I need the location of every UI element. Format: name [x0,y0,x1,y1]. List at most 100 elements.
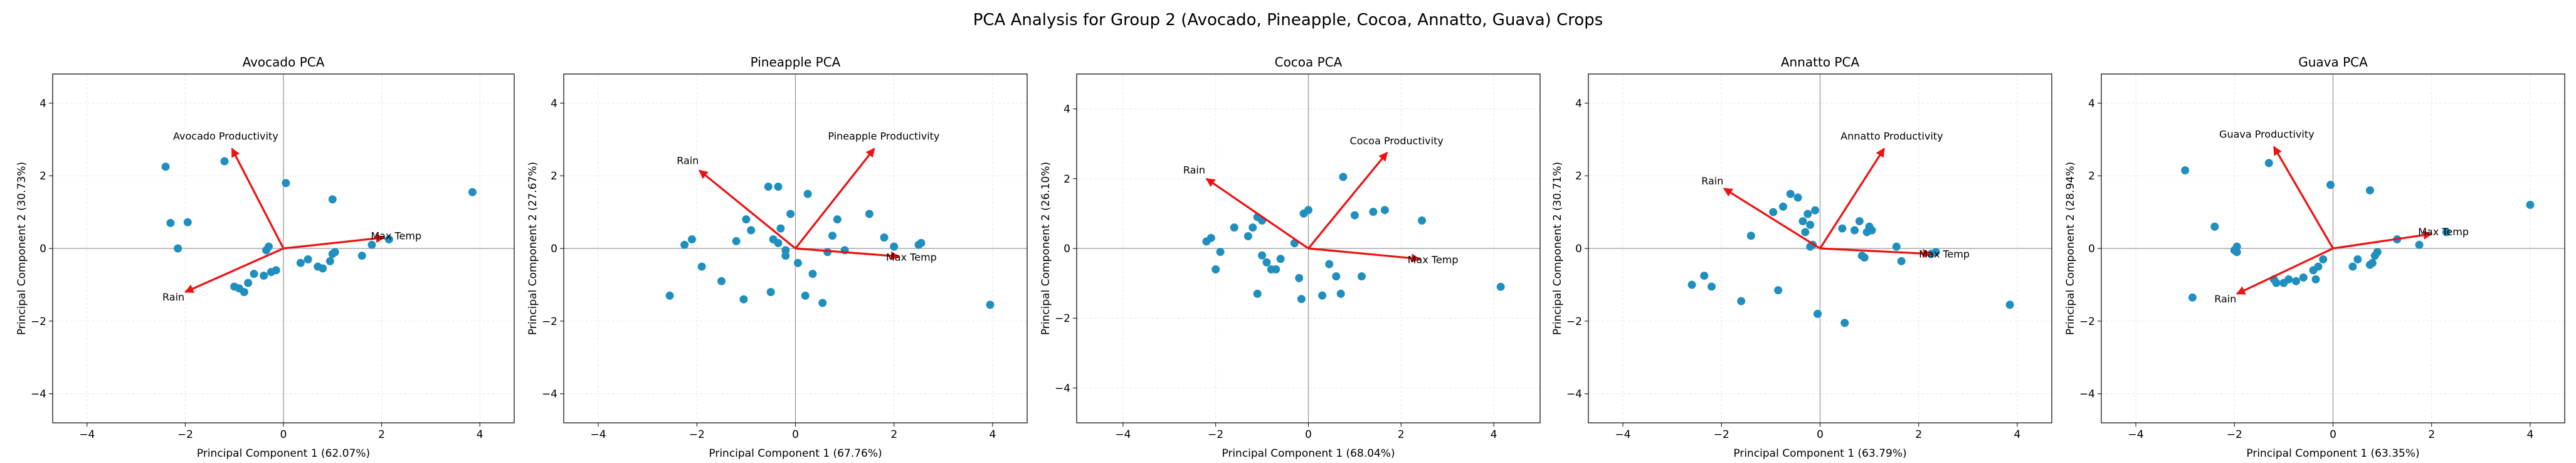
chart-title: Pineapple PCA [751,55,841,70]
x-tick-label: 2 [1915,428,1922,441]
x-tick-label: 4 [1491,428,1497,441]
scatter-point [1230,223,1238,232]
scatter-point [1297,295,1306,304]
scatter-point [1295,274,1304,282]
scatter-point [2272,279,2281,287]
scatter-point [2284,275,2293,284]
loading-label: Rain [162,291,184,303]
scatter-point [272,266,280,275]
y-tick-label: 4 [1064,104,1070,116]
loading-label: Rain [2214,293,2236,305]
scatter-point [1206,233,1215,242]
loading-arrow [699,169,796,250]
scatter-point [717,277,726,285]
x-tick-label: −2 [1208,428,1223,441]
scatter-point [1850,226,1859,235]
loading-arrow [2272,146,2334,249]
loading-label: Max Temp [371,230,421,242]
x-tick-label: 2 [890,428,897,441]
scatter-point [1811,206,1820,215]
scatter-point [808,270,817,279]
loading-label: Annatto Productivity [1840,130,1943,142]
scatter-point [2210,222,2219,231]
scatter-point [220,157,229,166]
x-tick-label: −4 [79,428,95,441]
y-tick-label: −2 [542,316,557,328]
x-tick-label: −2 [689,428,705,441]
loading-label: Max Temp [886,251,937,263]
x-tick-label: 0 [1817,428,1824,441]
scatter-point [1746,232,1755,240]
x-tick-label: −4 [591,428,606,441]
scatter-point [665,291,674,300]
scatter-point [1369,208,1378,216]
scatter-point [1272,265,1280,274]
scatter-point [1867,226,1876,235]
scatter-point [2311,275,2320,284]
scatter-point [732,237,741,245]
y-tick-label: 2 [551,170,557,183]
scatter-point [2442,228,2451,237]
scatter-point [1304,206,1312,215]
scatter-point [917,238,926,247]
scatter-point [282,179,290,188]
scatter-point [766,288,775,296]
chart-pineapple: Pineapple Productivity Max Temp Rain −4 −2 0 2… [527,55,1028,460]
figure-title: PCA Analysis for Group 2 (Avocado, Pinea… [973,11,1603,29]
x-axis-label: Principal Component 1 (62.07%) [197,447,370,460]
scatter-point [1798,217,1807,226]
y-tick-label: 4 [2088,97,2095,110]
loading-arrow [1819,147,1886,249]
scatter-point [880,233,889,242]
scatter-point [468,188,477,196]
scatter-point [244,279,253,287]
y-axis-label: Principal Component 2 (26.10%) [1040,162,1052,335]
scatter-point [161,162,170,171]
chart-title: Avocado PCA [243,55,325,70]
chart-cocoa: Cocoa Productivity Max Temp Rain −4 −2 0 2 4 −4 −… [1040,55,1541,460]
loading-arrow [184,247,284,293]
y-axis-label: Principal Component 2 (30.73%) [16,162,28,335]
x-tick-label: 2 [378,428,385,441]
scatter-point [793,258,802,267]
loading-arrow [795,247,900,260]
loading-label: Max Temp [1919,248,1970,260]
y-tick-label: 0 [1064,243,1070,255]
scatter-point [1855,217,1864,226]
scatter-point [174,244,182,253]
loading-arrow [1205,178,1309,250]
scatter-point [801,291,810,300]
scatter-point [1897,257,1906,265]
scatter-point [1336,289,1345,298]
loading-label: Pineapple Productivity [828,130,939,142]
scatter-point [1318,291,1327,300]
x-tick-label: 0 [2330,428,2336,441]
scatter-point [1801,228,1810,237]
loading-arrow [231,147,285,249]
scatter-point [774,238,783,247]
scatter-point [1700,271,1709,280]
scatter-point [2232,242,2241,251]
scatter-point [865,210,874,218]
x-tick-label: 0 [280,428,287,441]
chart-title: Cocoa PCA [1275,55,1343,70]
scatter-point [1793,193,1802,202]
scatter-point [296,258,305,267]
scatter-point [330,248,339,257]
scatter-point [319,264,327,273]
y-tick-label: 0 [2088,243,2095,255]
x-axis-label: Principal Component 1 (63.35%) [2246,447,2419,460]
loading-label: Rain [1701,175,1723,187]
scatter-point [1332,272,1341,280]
y-tick-label: −2 [2079,316,2095,328]
scatter-point [1243,232,1252,241]
scatter-point [240,288,248,296]
x-tick-label: −4 [1115,428,1131,441]
scatter-point [1892,242,1901,251]
x-tick-label: 4 [2527,428,2534,441]
scatter-point [2368,258,2377,267]
x-tick-label: −4 [2128,428,2144,441]
scatter-point [2299,273,2308,282]
chart-guava: Guava Productivity Max Temp Rain −4 −2 0 2 4 −4 −… [2064,55,2565,460]
scatter-point [1276,255,1285,263]
